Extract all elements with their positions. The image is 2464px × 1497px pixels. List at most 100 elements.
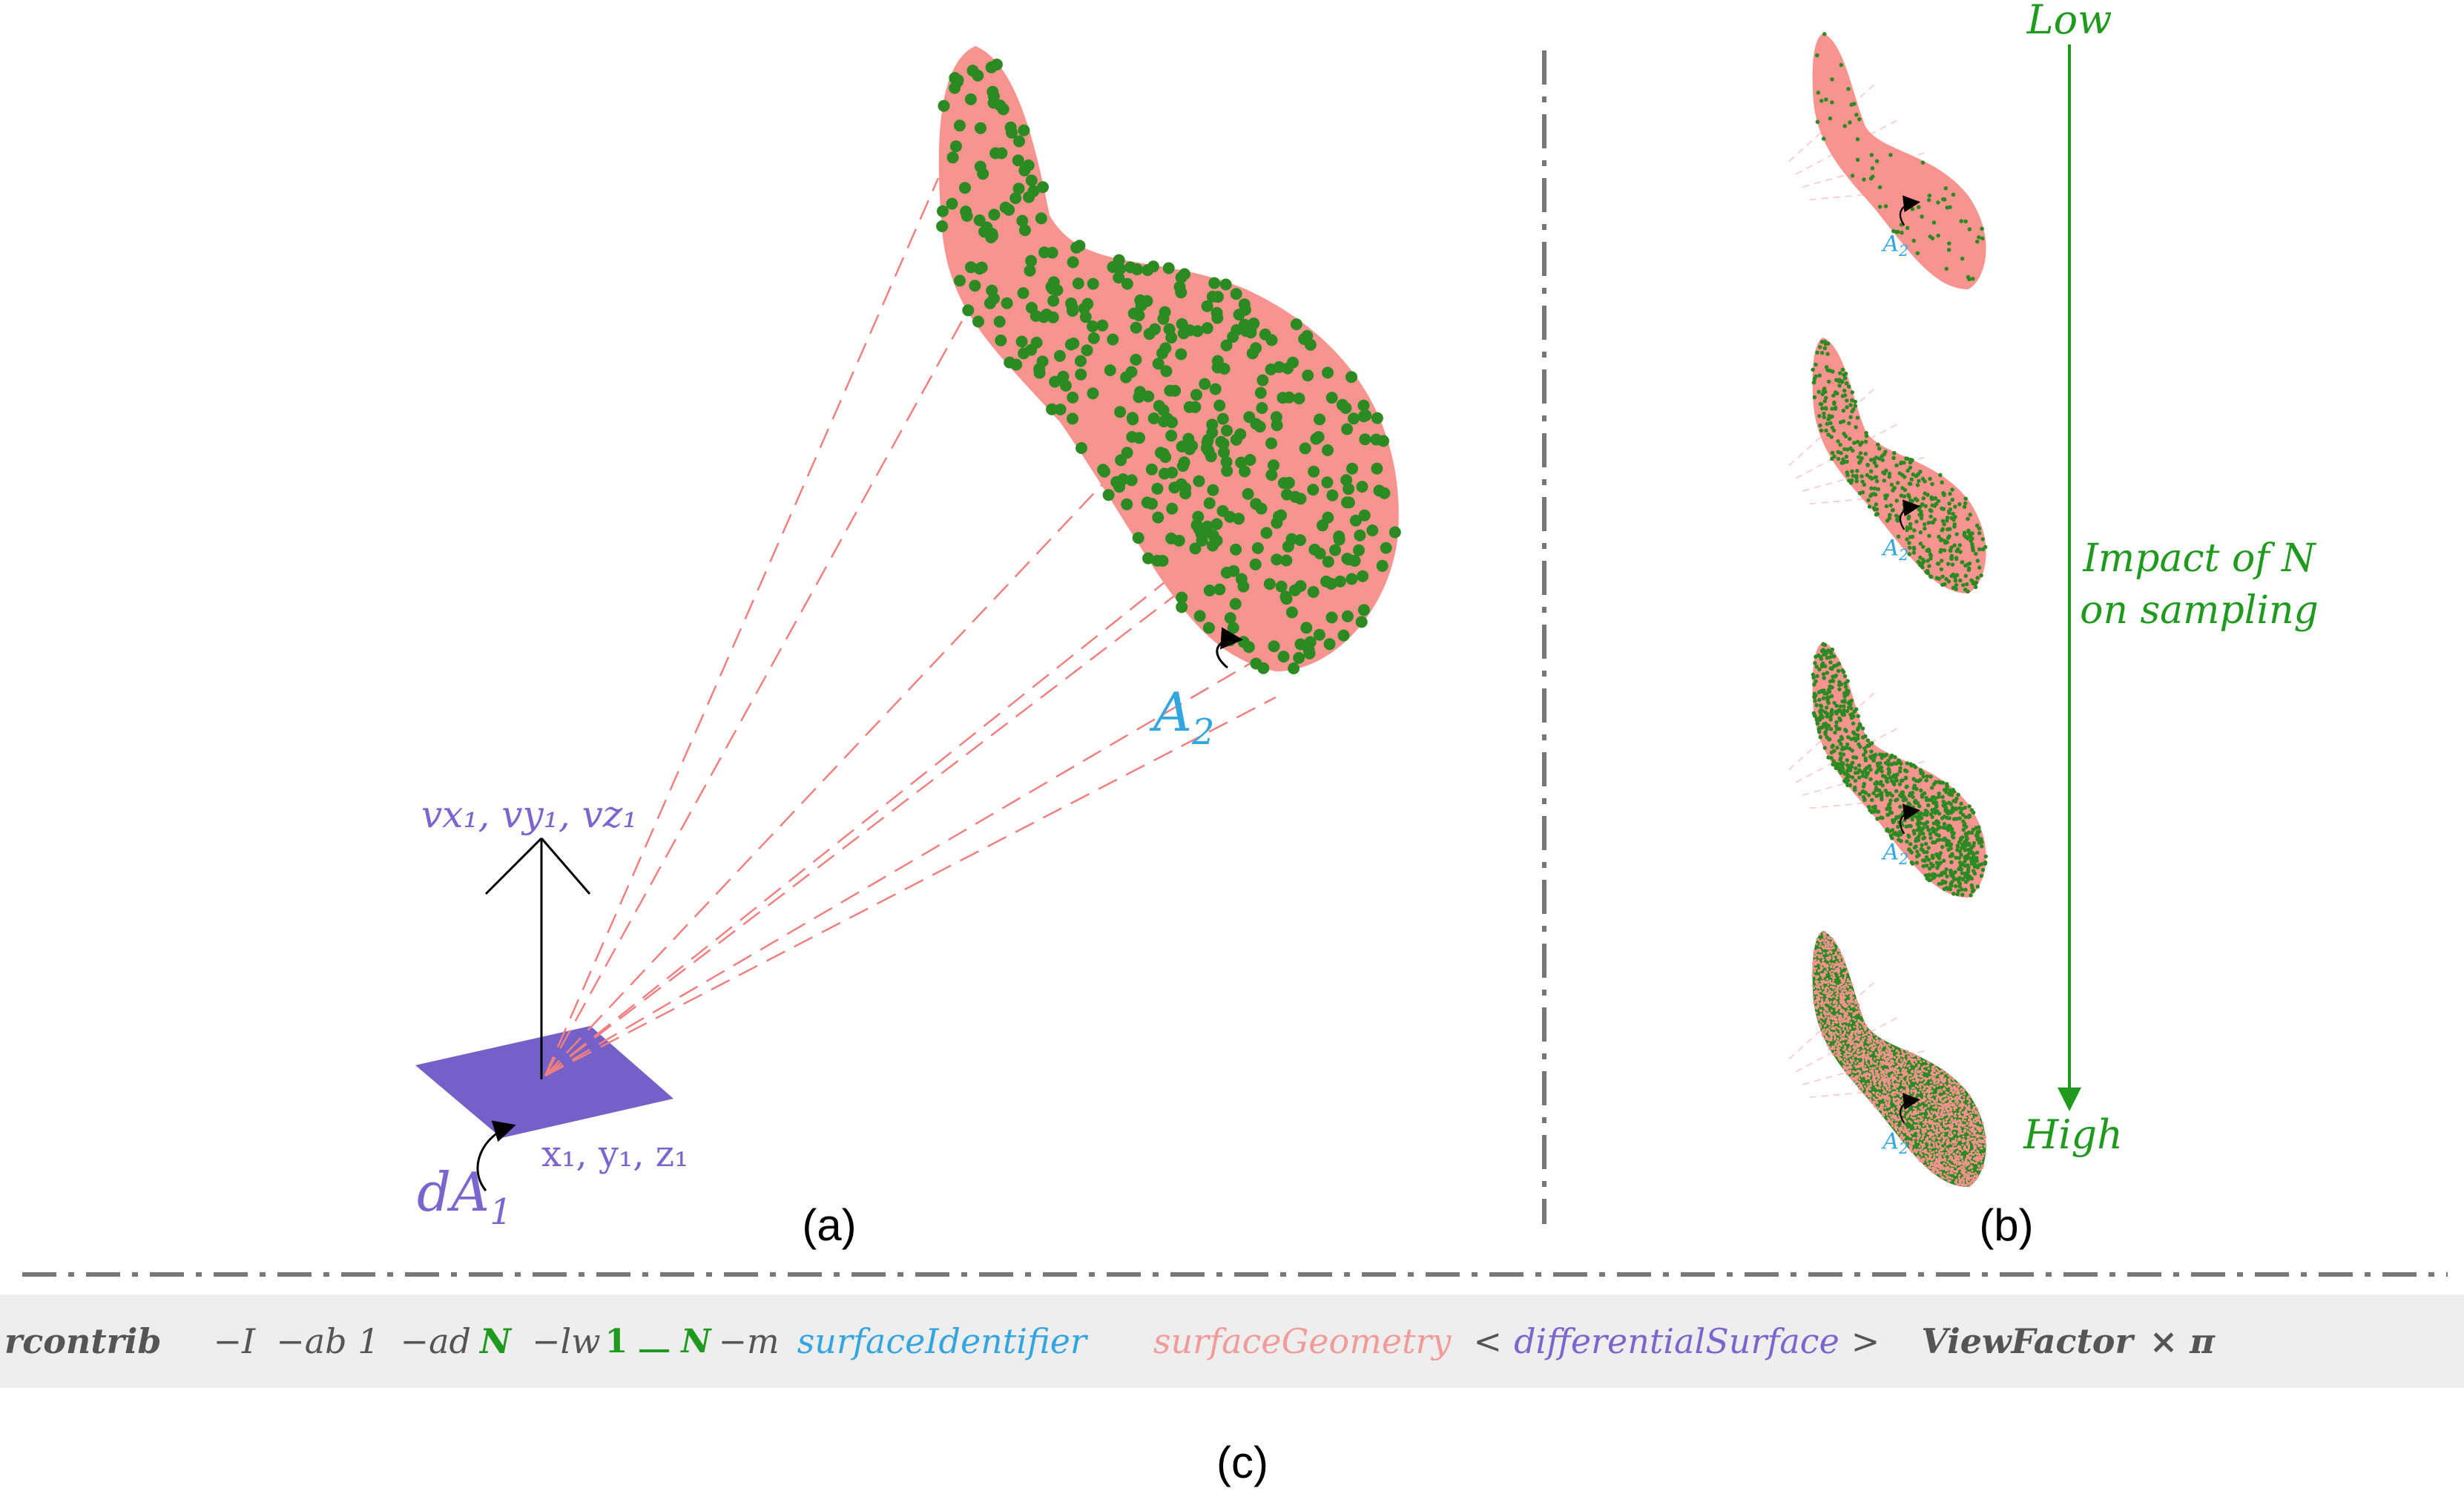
thumbnail-sample-point (1842, 961, 1845, 964)
thumbnail-sample-point (1977, 1135, 1980, 1138)
sample-point (1389, 526, 1401, 539)
thumbnail-sample-point (1837, 1054, 1839, 1057)
thumbnail-sample-point (1849, 716, 1854, 720)
thumbnail-sample-point (1888, 833, 1894, 838)
thumbnail-sample-point (1965, 1184, 1968, 1187)
thumbnail-sample-point (1966, 567, 1971, 573)
thumbnail-sample-point (1947, 501, 1951, 506)
thumbnail-sample-point (1980, 226, 1984, 231)
thumbnail-sample-point (1934, 1105, 1937, 1108)
thumbnail-sample-point (1842, 779, 1847, 783)
thumbnail-sample-point (1828, 990, 1831, 993)
thumbnail-sample-point (1865, 1045, 1868, 1048)
thumbnail-sample-point (1944, 782, 1949, 786)
thumbnail-sample-point (1855, 1007, 1858, 1010)
thumbnail-sample-point (1845, 1019, 1848, 1022)
thumbnail-sample-point (1952, 1144, 1955, 1147)
thumbnail-sample-point (1958, 1114, 1961, 1117)
sample-point (1046, 403, 1058, 415)
thumbnail-sample-point (1876, 1060, 1879, 1063)
thumbnail-sample-point (1913, 798, 1918, 803)
thumbnail-sample-point (1965, 1148, 1968, 1151)
thumbnail-sample-point (1931, 1158, 1934, 1161)
thumbnail-sample-point (1926, 493, 1930, 497)
thumbnail-sample-point (1921, 1150, 1924, 1153)
thumbnail-sample-point (1874, 478, 1880, 484)
thumbnail-sample-point (1920, 831, 1926, 836)
thumbnail-sample-point (1875, 1106, 1878, 1109)
thumbnail-sample-point (1862, 1088, 1865, 1090)
sample-point (1041, 309, 1053, 320)
thumbnail-sample-point (1959, 846, 1964, 850)
thumbnail-sample-point (1965, 1179, 1968, 1182)
thumbnail-sample-point (1928, 1139, 1931, 1142)
thumbnail-sample-point (1891, 1093, 1894, 1096)
thumbnail-sample-point (1853, 778, 1858, 783)
sample-point (1096, 319, 1109, 332)
thumbnail-sample-point (1924, 812, 1929, 817)
thumbnail-sample-point (1946, 1139, 1949, 1142)
thumbnail-sample-point (1883, 496, 1888, 501)
thumbnail-sample-point (1955, 1163, 1958, 1166)
sample-point (1325, 611, 1338, 624)
thumbnail-sample-point (1885, 806, 1889, 812)
thumbnail-sample-point (1817, 1018, 1820, 1021)
thumbnail-sample-point (1866, 1031, 1869, 1034)
thumbnail-sample-point (1818, 987, 1821, 990)
thumbnail-sample-point (1823, 1007, 1826, 1010)
thumbnail-sample-point (1841, 752, 1846, 757)
thumbnail-sample-point (1914, 1076, 1917, 1079)
thumbnail-sample-point (1978, 1168, 1981, 1171)
thumbnail-sample-point (1929, 786, 1934, 790)
thumbnail-sample-point (1969, 830, 1974, 835)
thumbnail-sample-point (1977, 235, 1981, 240)
thumbnail-sample-point (1900, 794, 1904, 799)
sample-point (1104, 364, 1116, 377)
thumbnail-sample-point (1975, 884, 1980, 889)
thumbnail-sample-point (1826, 981, 1829, 984)
sample-point (1067, 338, 1080, 349)
thumbnail-sample-point (1842, 447, 1847, 452)
thumbnail-sample-point (1968, 1185, 1971, 1188)
thumbnail-sample-point (1953, 884, 1958, 889)
thumbnail-sample-point (1913, 765, 1918, 769)
thumbnail-sample-point (1940, 1142, 1943, 1145)
thumbnail-sample-point (1898, 1131, 1901, 1134)
thumbnail-sample-point (1964, 582, 1969, 587)
thumbnail-sample-point (1921, 1090, 1924, 1093)
thumbnail-sample-point (1940, 1083, 1943, 1086)
thumbnail-sample-point (1974, 1121, 1977, 1124)
sample-point (1358, 509, 1371, 522)
thumbnail-sample-point (1862, 1046, 1865, 1049)
thumbnail-sample-point (1971, 1111, 1974, 1114)
thumbnail-sample-point (1859, 474, 1864, 478)
thumbnail-sample-point (1917, 1112, 1920, 1115)
sampling-thumbnail-low: A2 (1788, 32, 1986, 289)
thumbnail-sample-point (1871, 791, 1876, 796)
thumbnail-sample-point (1938, 861, 1943, 865)
thumbnail-sample-point (1836, 456, 1841, 461)
sample-point (1015, 335, 1028, 348)
thumbnail-sample-point (1931, 1076, 1934, 1079)
thumbnail-sample-point (1844, 975, 1847, 978)
thumbnail-sample-point (1967, 1102, 1970, 1105)
thumbnail-sample-point (1845, 473, 1850, 478)
thumbnail-sample-point (1859, 1056, 1862, 1059)
thumbnail-sample-point (1923, 1096, 1926, 1099)
thumbnail-sample-point (1855, 727, 1860, 732)
thumbnail-sample-point (1860, 1064, 1863, 1067)
thumbnail-sample-point (1968, 1099, 1971, 1102)
thumbnail-sample-point (1974, 850, 1980, 855)
thumbnail-sample-point (1831, 1031, 1834, 1034)
sample-point (1033, 366, 1046, 379)
thumbnail-sample-point (1971, 1149, 1974, 1152)
thumbnail-sample-point (1966, 1143, 1969, 1146)
thumbnail-sample-point (1934, 1102, 1937, 1105)
thumbnail-sample-point (1977, 840, 1982, 845)
thumbnail-sample-point (1816, 975, 1819, 978)
thumbnail-sample-point (1928, 1122, 1931, 1125)
thumbnail-sample-point (1877, 1039, 1880, 1042)
thumbnail-sample-point (1934, 1093, 1937, 1096)
thumbnail-sample-point (1903, 1108, 1905, 1111)
thumbnail-sample-point (1894, 797, 1900, 802)
